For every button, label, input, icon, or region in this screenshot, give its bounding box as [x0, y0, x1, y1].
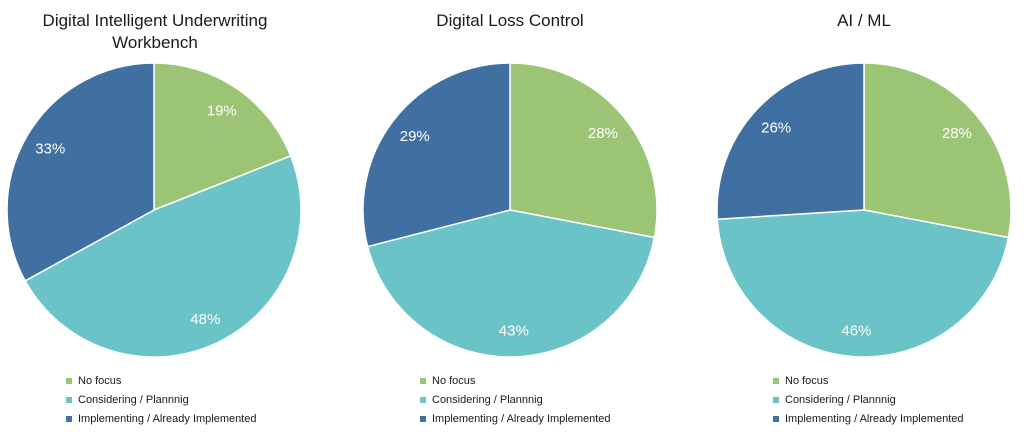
- legend-item: Considering / Plannnig: [66, 390, 257, 409]
- slice-considering: [24, 154, 302, 358]
- data-label: 19%: [207, 102, 237, 119]
- pie-svg: 28% 43% 29%: [362, 62, 658, 358]
- slice-implementing: [716, 62, 865, 221]
- legend-item: Implementing / Already Implemented: [773, 409, 964, 428]
- pie-chart-ai-ml: AI / ML 28% 46% 26% No focus Considering / …: [682, 0, 1023, 439]
- pie-svg: 19% 48% 33%: [6, 62, 302, 358]
- legend-swatch: [66, 396, 72, 403]
- data-label: 26%: [761, 119, 791, 136]
- slice-considering: [716, 209, 1010, 358]
- legend-label: Implementing / Already Implemented: [432, 412, 611, 425]
- pie-svg: 28% 46% 26%: [716, 62, 1012, 358]
- legend-item: Implementing / Already Implemented: [420, 409, 611, 428]
- slice-implementing: [6, 62, 155, 282]
- legend-label: No focus: [785, 374, 829, 387]
- data-label: 28%: [942, 125, 972, 142]
- data-label: 46%: [841, 322, 871, 339]
- data-label: 48%: [190, 311, 220, 328]
- pie-chart-loss-control: Digital Loss Control 28% 43% 29% No focus C…: [341, 0, 682, 439]
- legend: No focus Considering / Plannnig Implementi…: [773, 371, 964, 428]
- slice-no-focus: [153, 62, 292, 212]
- chart-title: Digital Intelligent Underwriting Workben…: [42, 11, 268, 52]
- data-label: 33%: [35, 141, 65, 158]
- legend-swatch: [773, 377, 779, 384]
- legend-label: Considering / Plannnig: [78, 393, 189, 406]
- legend-item: No focus: [773, 371, 964, 390]
- legend: No focus Considering / Plannnig Implementi…: [420, 371, 611, 428]
- legend-label: Considering / Plannnig: [785, 393, 896, 406]
- legend-item: No focus: [66, 371, 257, 390]
- legend-swatch: [66, 415, 72, 422]
- data-label: 43%: [499, 322, 529, 339]
- legend-item: Considering / Plannnig: [773, 390, 964, 409]
- legend-label: No focus: [78, 374, 122, 387]
- pie-chart-underwriting: Digital Intelligent Underwriting Workben…: [0, 0, 341, 439]
- data-label: 28%: [588, 125, 618, 142]
- legend-swatch: [773, 415, 779, 422]
- slice-considering: [366, 209, 656, 358]
- legend: No focus Considering / Plannnig Implementi…: [66, 371, 257, 428]
- legend-label: Implementing / Already Implemented: [785, 412, 964, 425]
- legend-swatch: [420, 377, 426, 384]
- legend-item: No focus: [420, 371, 611, 390]
- slice-no-focus: [509, 62, 658, 239]
- legend-item: Considering / Plannnig: [420, 390, 611, 409]
- slice-no-focus: [863, 62, 1012, 239]
- legend-swatch: [420, 396, 426, 403]
- data-label: 29%: [400, 128, 430, 145]
- slice-implementing: [362, 62, 511, 248]
- legend-label: Implementing / Already Implemented: [78, 412, 257, 425]
- chart-title: AI / ML: [837, 11, 891, 30]
- legend-item: Implementing / Already Implemented: [66, 409, 257, 428]
- legend-label: Considering / Plannnig: [432, 393, 543, 406]
- chart-title: Digital Loss Control: [436, 11, 584, 30]
- legend-swatch: [420, 415, 426, 422]
- legend-swatch: [66, 377, 72, 384]
- legend-swatch: [773, 396, 779, 403]
- legend-label: No focus: [432, 374, 476, 387]
